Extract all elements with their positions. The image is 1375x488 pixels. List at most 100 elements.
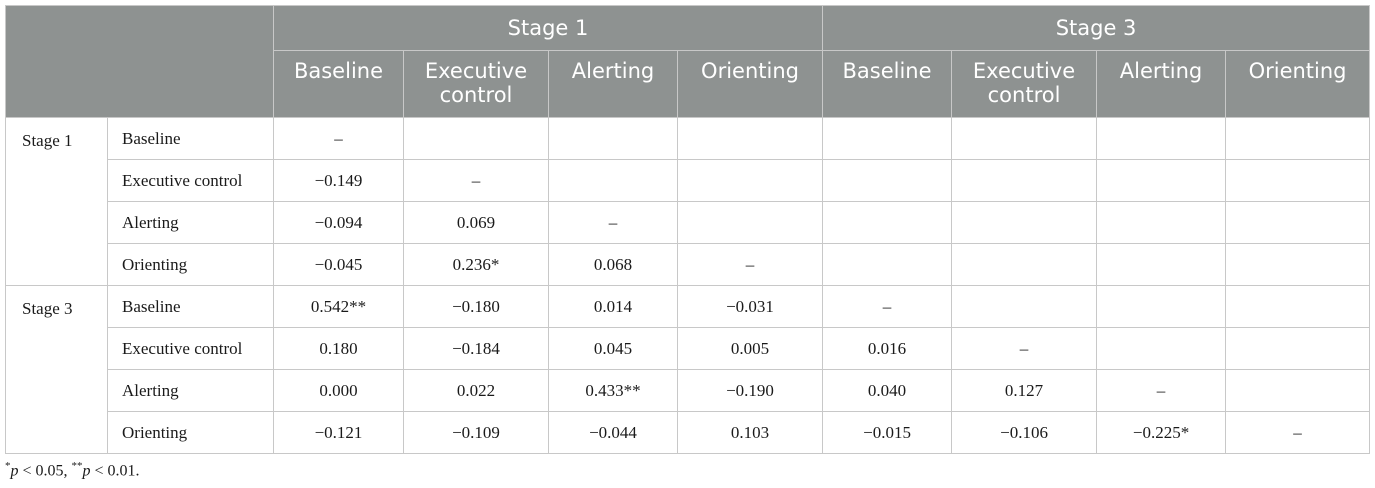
table-cell — [1096, 285, 1227, 328]
table-row: Alerting 0.000 0.022 0.433** −0.190 0.04… — [6, 369, 1371, 412]
table-cell: −0.121 — [273, 411, 404, 454]
table-cell: −0.180 — [403, 285, 549, 328]
header-measure-row: Baseline Executive control Alerting Orie… — [6, 50, 1371, 118]
row-label: Alerting — [107, 201, 274, 244]
header-col-orienting: Orienting — [1225, 50, 1371, 118]
table-cell: 0.433** — [548, 369, 678, 412]
table-row: Executive control 0.180 −0.184 0.045 0.0… — [6, 327, 1371, 370]
header-corner-cell — [5, 5, 274, 118]
table-cell — [822, 117, 953, 160]
table-cell — [1096, 327, 1227, 370]
table-cell — [1096, 201, 1227, 244]
footnote-p-symbol: p — [10, 462, 19, 480]
table-cell: – — [403, 159, 549, 202]
table-cell — [822, 201, 953, 244]
table-cell — [1096, 243, 1227, 286]
header-stage3: Stage 3 — [822, 5, 1371, 51]
table-row: Orienting −0.045 0.236* 0.068 – — [6, 243, 1371, 286]
table-cell — [1225, 327, 1371, 370]
table-cell — [1096, 159, 1227, 202]
row-label: Alerting — [107, 369, 274, 412]
row-label: Executive control — [107, 159, 274, 202]
table-cell: −0.015 — [822, 411, 953, 454]
table-row: Executive control −0.149 – — [6, 159, 1371, 202]
table-cell — [1225, 243, 1371, 286]
table-cell — [1225, 159, 1371, 202]
table-cell: 0.127 — [951, 369, 1098, 412]
table-cell: −0.149 — [273, 159, 404, 202]
row-label: Baseline — [107, 285, 274, 328]
table-cell — [676, 201, 824, 244]
table-cell — [676, 117, 824, 160]
table-cell: 0.236* — [403, 243, 549, 286]
table-cell — [548, 117, 678, 160]
footnote-threshold-1: < 0.05, — [18, 462, 72, 480]
footnote-p-symbol: p — [82, 462, 91, 480]
table-cell — [1225, 369, 1371, 412]
footnote-single-asterisk: * — [5, 460, 11, 472]
table-cell: −0.190 — [676, 369, 824, 412]
table-cell: 0.542** — [273, 285, 404, 328]
table-cell: −0.031 — [676, 285, 824, 328]
table-row: Stage 3 Baseline 0.542** −0.180 0.014 −0… — [5, 285, 1371, 454]
table-cell: −0.044 — [548, 411, 678, 454]
table-row: Stage 1 Baseline – — [5, 117, 1371, 286]
correlation-table: Stage 1 Stage 3 Baseline Executive contr… — [5, 5, 1371, 454]
table-cell: −0.184 — [403, 327, 549, 370]
row-group-label: Stage 3 — [5, 285, 108, 454]
table-cell: −0.045 — [273, 243, 404, 286]
header-col-baseline: Baseline — [822, 50, 953, 118]
table-cell — [951, 117, 1098, 160]
row-label: Orienting — [107, 243, 274, 286]
table-cell — [403, 117, 549, 160]
table-cell: 0.180 — [273, 327, 404, 370]
table-cell: 0.014 — [548, 285, 678, 328]
table-cell: 0.069 — [403, 201, 549, 244]
table-cell — [1225, 117, 1371, 160]
table-cell — [822, 243, 953, 286]
table-cell — [822, 159, 953, 202]
row-group-label: Stage 1 — [5, 117, 108, 286]
table-cell: −0.106 — [951, 411, 1098, 454]
table-cell: – — [273, 117, 404, 160]
table-cell — [1225, 201, 1371, 244]
table-cell: 0.103 — [676, 411, 824, 454]
table-cell: 0.016 — [822, 327, 953, 370]
table-cell: – — [548, 201, 678, 244]
table-cell: 0.022 — [403, 369, 549, 412]
table-cell: – — [1096, 369, 1227, 412]
table-cell — [951, 243, 1098, 286]
table-cell — [676, 159, 824, 202]
table-cell — [951, 159, 1098, 202]
table-row: Orienting −0.121 −0.109 −0.044 0.103 −0.… — [6, 411, 1371, 454]
row-label: Executive control — [107, 327, 274, 370]
row-label: Baseline — [107, 117, 274, 160]
header-stage1: Stage 1 — [272, 5, 824, 51]
header-col-orienting: Orienting — [676, 50, 824, 118]
table-cell — [1096, 117, 1227, 160]
table-cell — [951, 201, 1098, 244]
table-cell: 0.045 — [548, 327, 678, 370]
table-cell: −0.094 — [273, 201, 404, 244]
header-col-executive-control: Executive control — [403, 50, 549, 118]
footnote-threshold-2: < 0.01. — [90, 462, 140, 480]
table-cell: – — [676, 243, 824, 286]
header-col-executive-control: Executive control — [951, 50, 1098, 118]
table-body: Stage 1 Baseline – Executive control −0.… — [5, 117, 1371, 454]
table-cell: −0.225* — [1096, 411, 1227, 454]
table-row: Alerting −0.094 0.069 – — [6, 201, 1371, 244]
row-label: Orienting — [107, 411, 274, 454]
table-cell: – — [1225, 411, 1371, 454]
table-cell — [951, 285, 1098, 328]
table-cell — [1225, 285, 1371, 328]
table-cell: 0.068 — [548, 243, 678, 286]
header-col-baseline: Baseline — [273, 50, 404, 118]
footnote-double-asterisk: ** — [71, 460, 83, 472]
table-cell: – — [822, 285, 953, 328]
header-col-alerting: Alerting — [1096, 50, 1227, 118]
table-cell — [548, 159, 678, 202]
header-stage-row: Stage 1 Stage 3 — [5, 5, 1371, 118]
header-col-alerting: Alerting — [548, 50, 678, 118]
table-cell: – — [951, 327, 1098, 370]
table-cell: 0.000 — [273, 369, 404, 412]
